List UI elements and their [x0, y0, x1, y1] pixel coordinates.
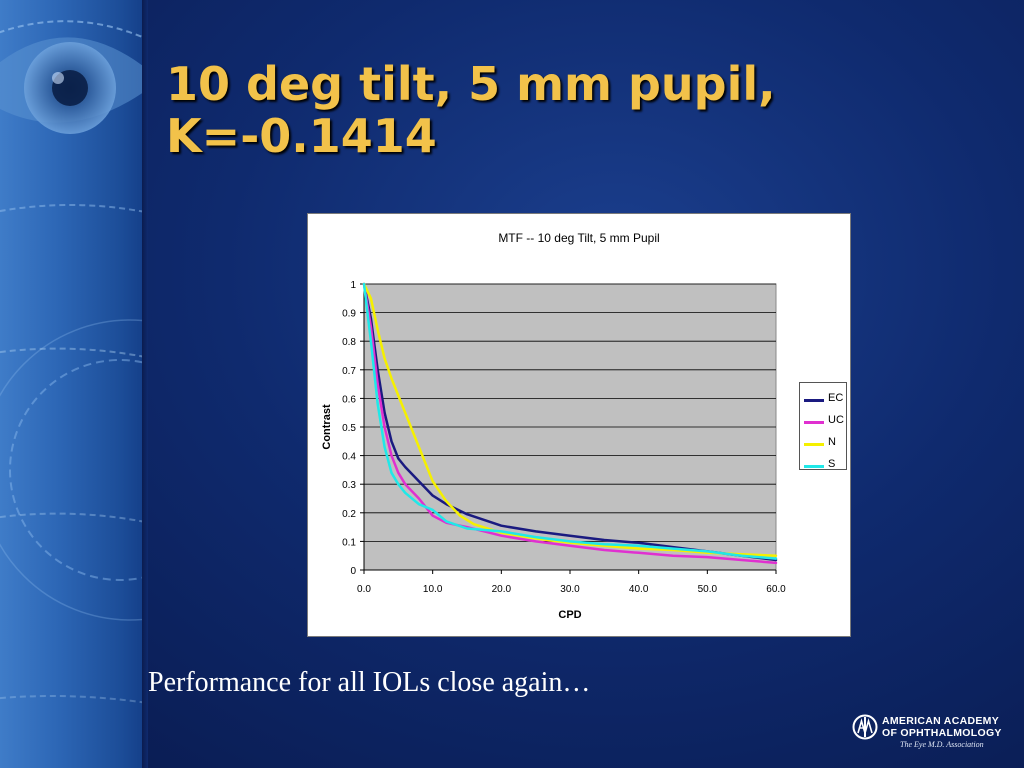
legend-item-uc: UC — [804, 413, 846, 431]
chart-canvas: MTF -- 10 deg Tilt, 5 mm Pupil 0 0.1 0.2 0.… — [321, 231, 786, 621]
legend-label: UC — [828, 414, 844, 426]
y-tick-label: 0.5 — [342, 423, 356, 434]
strip-edge-shadow — [142, 0, 148, 768]
x-tick-label: 0.0 — [357, 584, 371, 595]
x-tick-label: 40.0 — [629, 584, 649, 595]
x-axis: 0.0 10.0 20.0 30.0 40.0 50.0 60.0 — [357, 569, 786, 595]
x-tick-label: 50.0 — [698, 584, 718, 595]
y-tick-label: 0.7 — [342, 366, 356, 377]
y-tick-label: 0.4 — [342, 452, 356, 463]
aao-emblem-icon — [852, 714, 878, 740]
legend-label: N — [828, 436, 836, 448]
legend-swatch — [804, 421, 824, 424]
slide-title: 10 deg tilt, 5 mm pupil, K=-0.1414 — [166, 58, 926, 162]
slide-title-line-2: K=-0.1414 — [166, 109, 437, 163]
y-tick-label: 0.3 — [342, 480, 356, 491]
y-tick-label: 0 — [350, 566, 356, 577]
y-tick-label: 0.8 — [342, 337, 356, 348]
aao-name-line-2: OF OPHTHALMOLOGY — [882, 727, 1002, 739]
slide-title-line-1: 10 deg tilt, 5 mm pupil, — [166, 57, 776, 111]
y-tick-label: 0.6 — [342, 394, 356, 405]
series-lines — [362, 282, 778, 565]
y-tick-label: 0.2 — [342, 509, 356, 520]
legend-item-n: N — [804, 435, 846, 453]
series-line-ec — [362, 282, 778, 562]
chart-legend: EC UC N S — [799, 382, 847, 470]
mtf-chart: MTF -- 10 deg Tilt, 5 mm Pupil 0 0.1 0.2 0.… — [307, 213, 851, 637]
legend-label: EC — [828, 392, 844, 404]
legend-item-s: S — [804, 457, 846, 475]
legend-swatch — [804, 443, 824, 446]
x-tick-label: 30.0 — [560, 584, 580, 595]
aao-tagline: The Eye M.D. Association — [900, 740, 984, 749]
legend-item-ec: EC — [804, 391, 846, 409]
x-tick-label: 60.0 — [766, 584, 786, 595]
series-line-n — [362, 282, 778, 557]
legend-label: S — [828, 458, 836, 470]
y-tick-label: 0.9 — [342, 309, 356, 320]
aao-logo: AMERICAN ACADEMY OF OPHTHALMOLOGY The Ey… — [852, 712, 1002, 752]
y-tick-label: 1 — [350, 280, 356, 291]
x-tick-label: 20.0 — [492, 584, 512, 595]
legend-swatch — [804, 399, 824, 402]
slide-caption: Performance for all IOLs close again… — [148, 667, 591, 698]
y-axis: 0 0.1 0.2 0.3 0.4 0.5 0.6 0.7 0.8 0.9 1 — [342, 280, 365, 577]
y-tick-label: 0.1 — [342, 537, 356, 548]
decorative-eye-strip — [0, 0, 142, 768]
legend-swatch — [804, 465, 824, 468]
x-axis-label: CPD — [558, 609, 581, 621]
chart-title: MTF -- 10 deg Tilt, 5 mm Pupil — [498, 231, 659, 245]
eye-graphic — [0, 20, 142, 704]
y-axis-label: Contrast — [321, 404, 333, 450]
aao-name-line-1: AMERICAN ACADEMY — [882, 715, 999, 727]
series-line-s — [362, 282, 778, 560]
grid-lines — [364, 283, 776, 571]
x-tick-label: 10.0 — [423, 584, 443, 595]
